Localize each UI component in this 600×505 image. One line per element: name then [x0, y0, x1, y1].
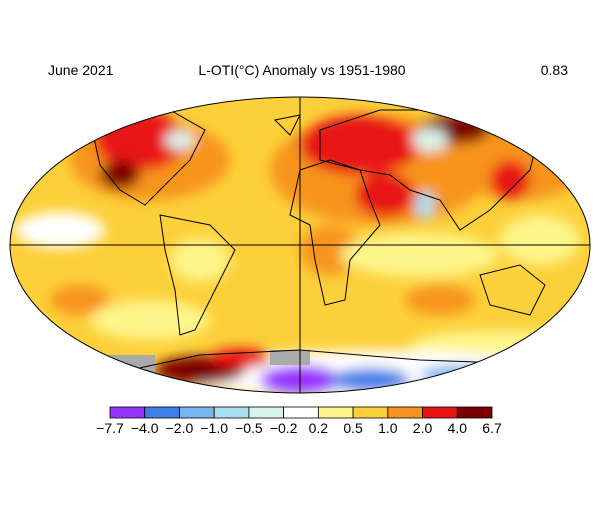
legend-label: −0.5: [235, 420, 263, 436]
legend-label: 6.7: [482, 420, 502, 436]
legend-label: 2.0: [413, 420, 433, 436]
legend-swatch: [456, 406, 493, 419]
legend-swatch: [317, 406, 354, 419]
legend-swatch: [144, 406, 180, 419]
anomaly-field: [10, 97, 590, 393]
legend-swatch: [248, 406, 285, 419]
legend-label: 0.2: [309, 420, 329, 436]
legend-label: 0.5: [343, 420, 363, 436]
legend-label: −0.2: [270, 420, 298, 436]
legend-swatch: [283, 406, 319, 419]
legend-label: −1.0: [200, 420, 228, 436]
legend-label: 4.0: [448, 420, 468, 436]
map-frame: [9, 96, 591, 394]
legend-swatch: [422, 406, 458, 419]
legend-swatch: [387, 406, 423, 419]
map-title: L-OTI(°C) Anomaly vs 1951-1980: [198, 62, 405, 78]
legend-label: −7.7: [96, 420, 124, 436]
legend-swatch: [213, 406, 250, 419]
color-legend: −7.7 −4.0 −2.0 −1.0 −0.5 −0.2 0.2 0.5 1.0 2.0 4.0 6…: [96, 406, 502, 436]
legend-label: −2.0: [166, 420, 194, 436]
legend-swatch: [352, 406, 389, 419]
legend-label: −4.0: [131, 420, 159, 436]
period-label: June 2021: [48, 62, 114, 78]
legend-swatch: [179, 406, 215, 419]
global-mean: 0.83: [541, 62, 568, 78]
legend-label: 1.0: [378, 420, 398, 436]
legend-swatch: [109, 406, 146, 419]
